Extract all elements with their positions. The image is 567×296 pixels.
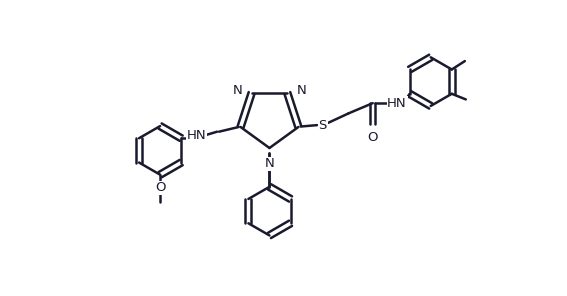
Text: HN: HN [387,97,407,110]
Text: HN: HN [187,129,206,142]
Text: N: N [265,157,274,170]
Text: N: N [232,84,242,97]
Text: S: S [319,119,327,132]
Text: N: N [297,84,306,97]
Text: O: O [367,131,378,144]
Text: O: O [155,181,166,194]
